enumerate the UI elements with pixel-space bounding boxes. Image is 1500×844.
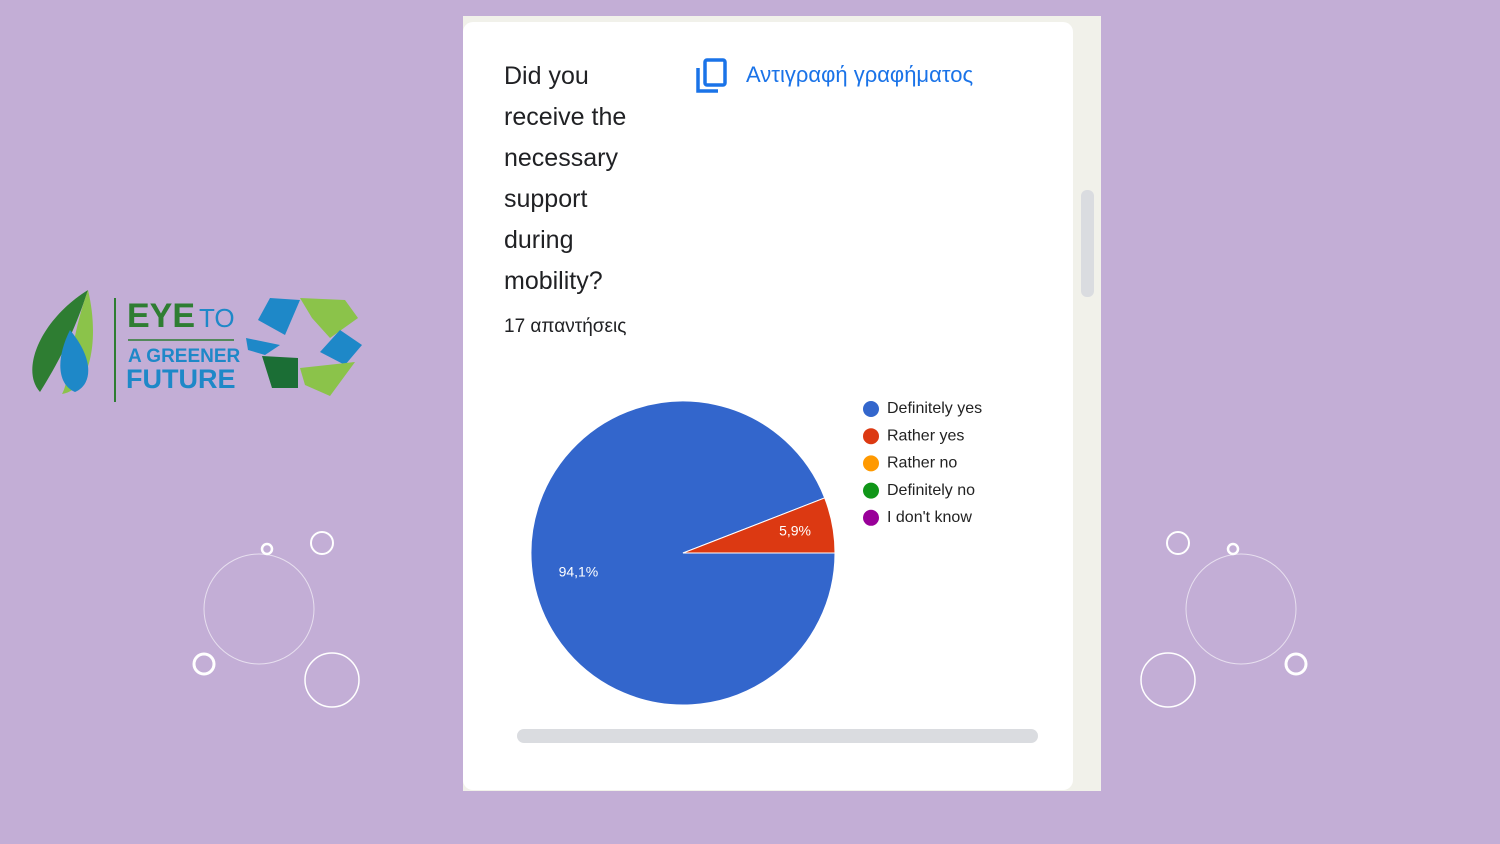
legend-label: I don't know: [887, 509, 972, 526]
slice-label: 94,1%: [559, 563, 599, 579]
v-scrollbar[interactable]: [1081, 190, 1094, 297]
logo-word: EYE: [127, 297, 195, 335]
logo-line: FUTURE: [126, 364, 236, 394]
legend-label: Definitely no: [887, 482, 975, 499]
logo-word: TO: [199, 303, 235, 333]
logo-leaf: [32, 290, 93, 394]
logo-line: A GREENER: [128, 346, 241, 367]
copy-button[interactable]: Αντιγραφή γραφήματος: [746, 62, 973, 87]
question-title: Did you receive the necessary support du…: [504, 62, 627, 295]
legend-swatch: [863, 509, 879, 526]
slice-label: 5,9%: [779, 523, 811, 539]
pie-slice: [682, 497, 836, 554]
response-count: 17 απαντήσεις: [504, 316, 627, 337]
h-scrollbar[interactable]: [517, 729, 1038, 743]
legend-label: Rather no: [887, 455, 957, 472]
pie-chart: 94,1% 5,9% Definitely yes Rather yes Rather …: [530, 400, 982, 706]
legend-swatch: [863, 482, 879, 499]
legend-swatch: [863, 428, 879, 445]
legend-swatch: [863, 455, 879, 472]
legend-label: Rather yes: [887, 427, 964, 444]
recycle-icon: [246, 298, 362, 396]
legend-swatch: [863, 401, 879, 417]
decor: [192, 531, 1308, 708]
copy-icon[interactable]: [696, 58, 727, 93]
legend-label: Definitely yes: [887, 400, 982, 417]
